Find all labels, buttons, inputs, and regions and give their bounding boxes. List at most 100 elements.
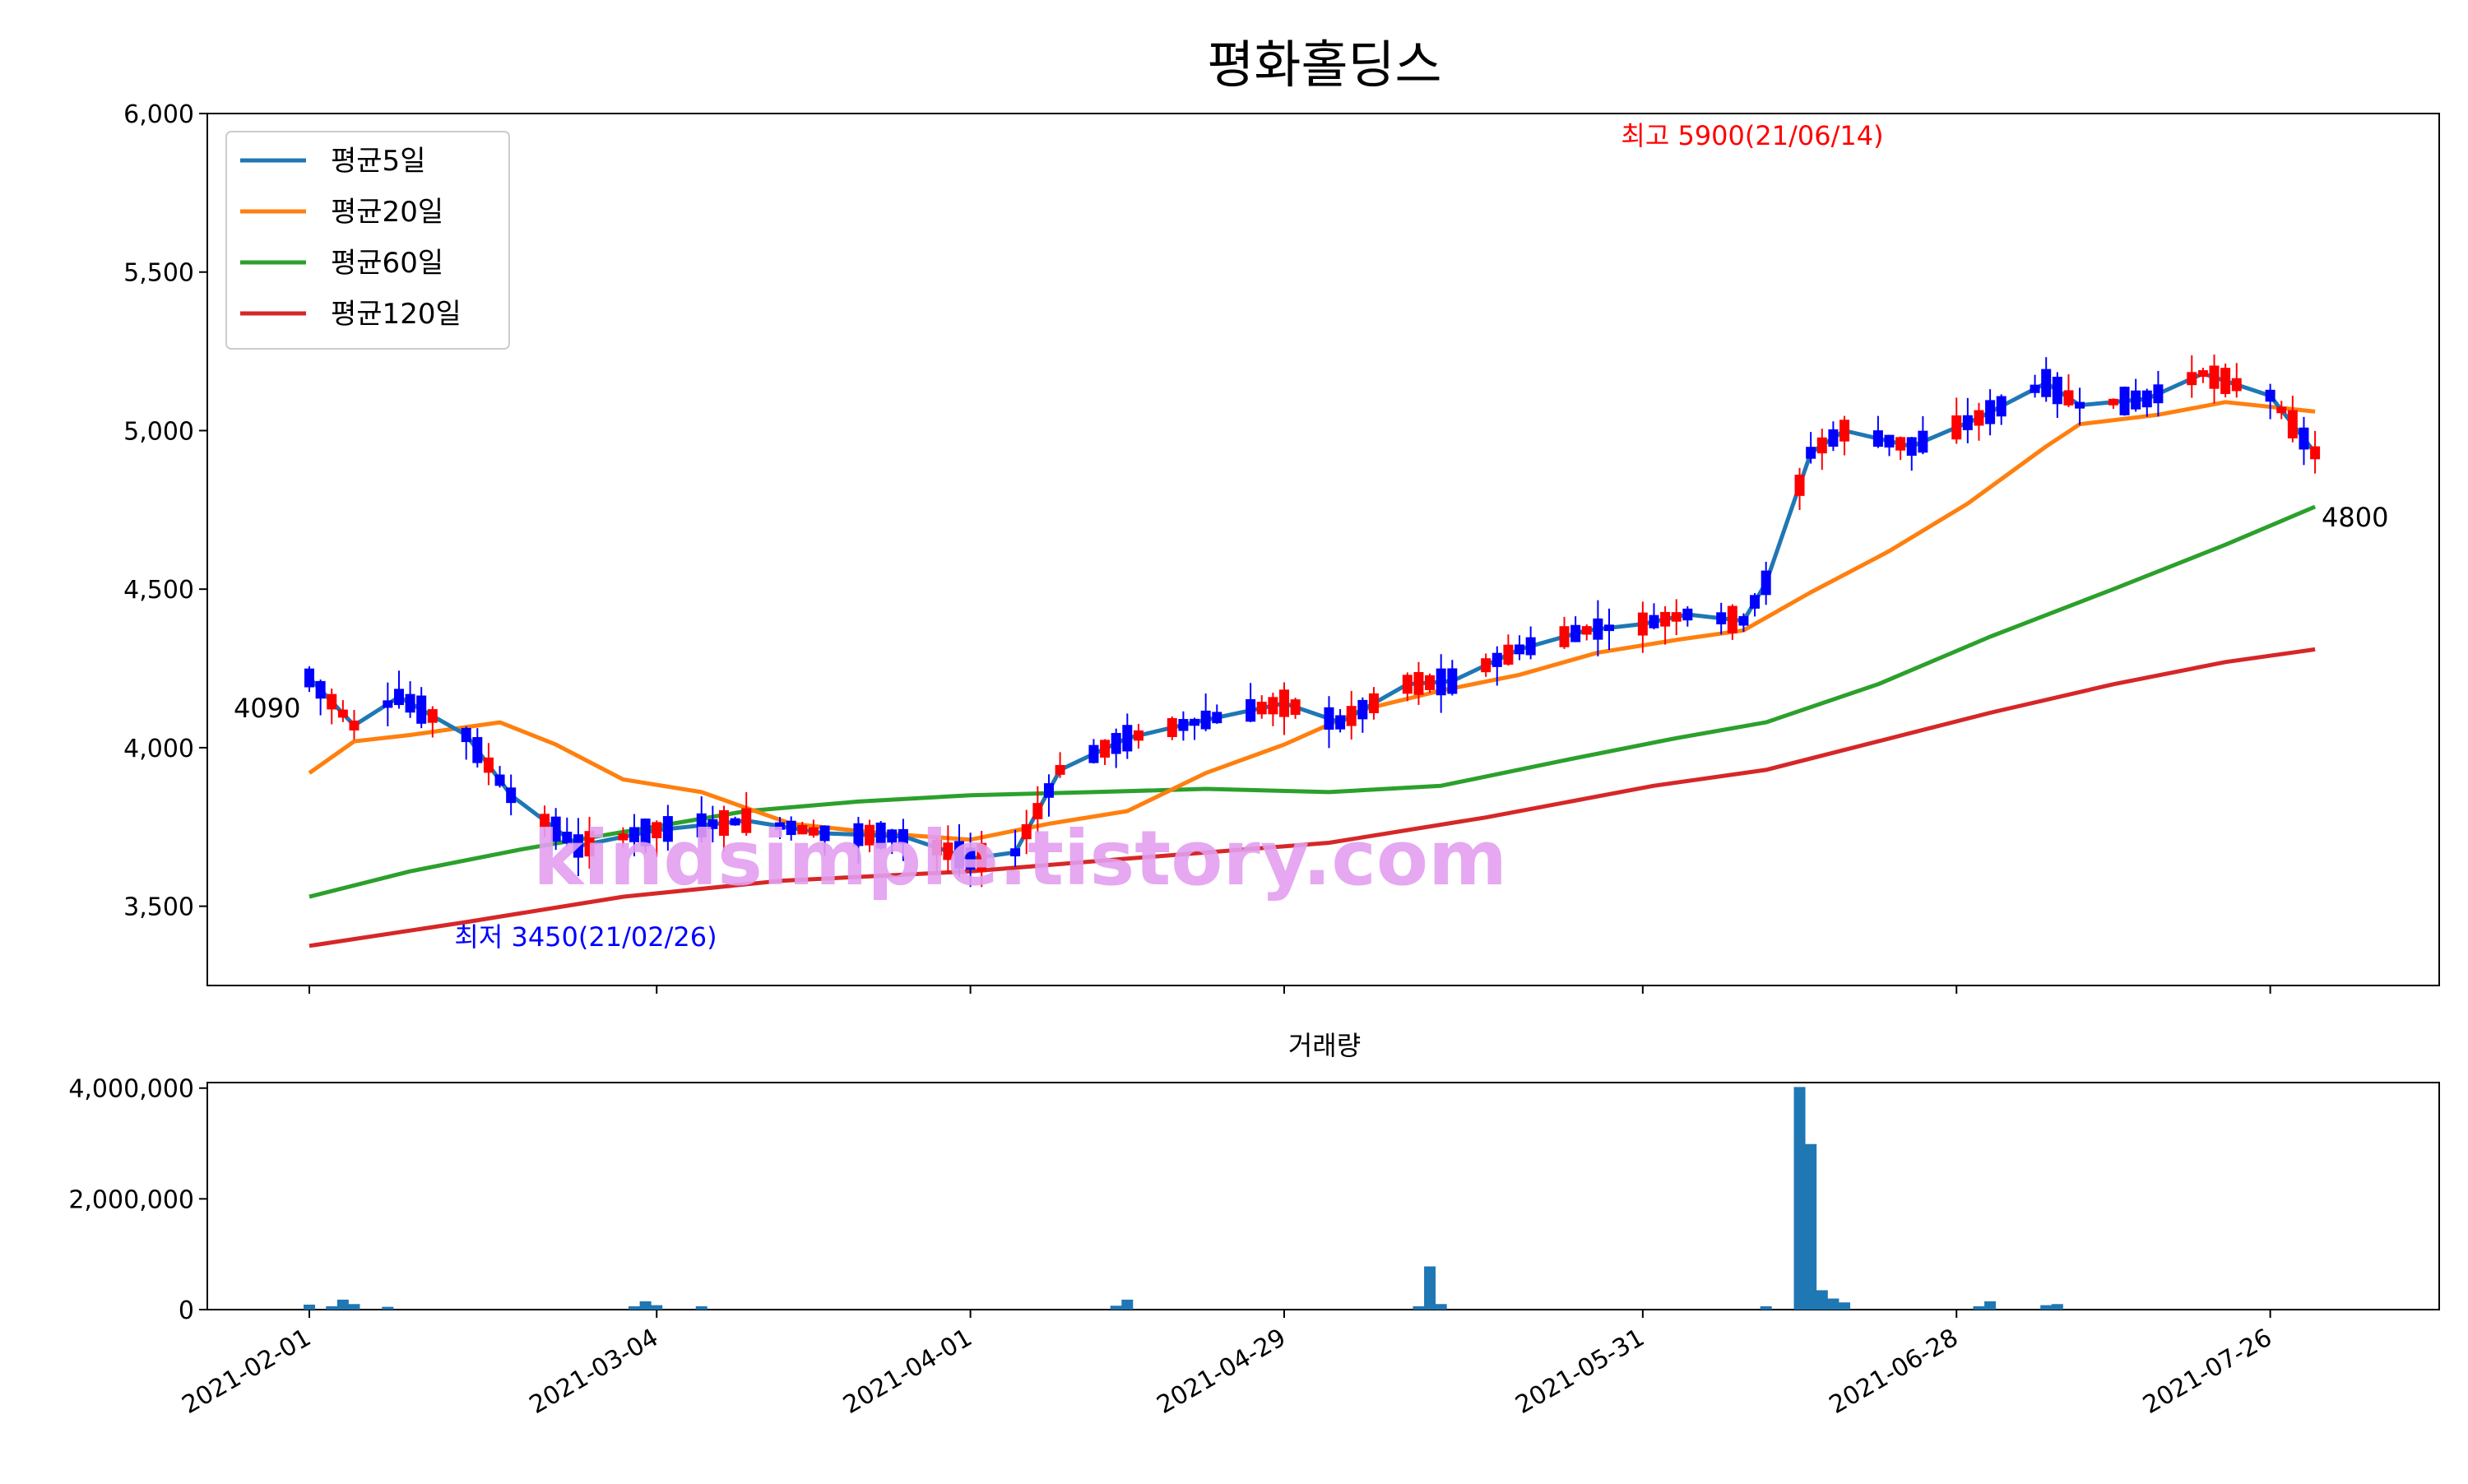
candle-body (1895, 437, 1906, 451)
candle-body (1010, 848, 1021, 856)
candle-body (2310, 446, 2321, 460)
y-tick-label: 5,500 (123, 259, 194, 288)
candle-body (1043, 783, 1054, 798)
volume-bar (2040, 1305, 2053, 1310)
candle-body (977, 842, 987, 872)
volume-title: 거래량 (1288, 1030, 1361, 1061)
candle-body (584, 831, 595, 857)
candle-body (696, 813, 707, 837)
candle-body (550, 816, 561, 842)
candle-body (2131, 390, 2141, 410)
volume-bar (1973, 1305, 1985, 1310)
candle-body (1716, 612, 1727, 624)
candle-body (1581, 626, 1592, 635)
candle-body (1246, 698, 1256, 722)
candle-body (1637, 612, 1648, 636)
volume-y-tick-label: 2,000,000 (68, 1185, 194, 1214)
last-close-annotation: 4800 (2322, 502, 2388, 533)
low-annotation: 최저 3450(21/02/26) (454, 921, 717, 953)
main-plot-frame (206, 113, 2440, 986)
series-line-ma20 (308, 400, 2316, 842)
candle-body (2287, 410, 2298, 438)
first-close-annotation: 4090 (234, 693, 300, 724)
candle-body (1727, 605, 1737, 633)
candle-body (1481, 658, 1491, 673)
candle-body (1279, 689, 1289, 717)
candle-body (1324, 707, 1334, 730)
candle-body (1828, 429, 1839, 448)
candle-body (427, 709, 438, 723)
volume-y-tick-label: 0 (179, 1296, 194, 1325)
candle-body (954, 841, 964, 870)
candle-body (741, 808, 752, 833)
candle-body (797, 824, 808, 835)
candle-body (1906, 437, 1917, 456)
candle-body (1525, 637, 1536, 656)
chart-title: 평화홀딩스 (1207, 35, 1441, 95)
candle-body (1290, 699, 1301, 715)
y-tick-label: 5,000 (123, 417, 194, 446)
candle-body (618, 833, 629, 841)
x-tick-label: 2021-02-01 (178, 1324, 316, 1420)
candle-body (1413, 671, 1424, 695)
candle-body (393, 689, 404, 706)
candle-body (865, 824, 875, 846)
candle-body (2276, 406, 2287, 414)
candle-body (540, 814, 550, 828)
candle-body (1503, 644, 1514, 665)
candle-body (2141, 390, 2152, 408)
candle-body (472, 737, 483, 763)
candle-body (1806, 447, 1816, 459)
candle-body (483, 757, 494, 773)
y-tick-label: 6,000 (123, 100, 194, 129)
candle-body (1212, 712, 1222, 724)
volume-bar (1839, 1302, 1851, 1310)
candle-body (1100, 740, 1111, 758)
candle-body (898, 828, 908, 844)
x-tick-label: 2021-05-31 (1510, 1324, 1649, 1420)
candle-body (1055, 764, 1065, 775)
volume-plot-frame (206, 1082, 2440, 1310)
candle-body (1884, 434, 1895, 448)
legend-label-ma120: 평균120일 (331, 298, 462, 331)
candle-body (1425, 675, 1436, 690)
candle-body (2075, 401, 2085, 409)
legend-label-ma5: 평균5일 (331, 145, 425, 178)
candle-body (1335, 715, 1346, 730)
series-line-ma120 (308, 647, 2316, 948)
x-tick-label: 2021-06-28 (1825, 1324, 1963, 1420)
x-tick-label: 2021-07-26 (2138, 1324, 2276, 1420)
candle-body (1368, 693, 1379, 714)
candle-body (965, 847, 976, 870)
candle-body (1190, 718, 1200, 726)
candle-body (1839, 420, 1850, 442)
high-annotation: 최고 5900(21/06/14) (1621, 120, 1883, 151)
candle-body (2231, 378, 2242, 392)
candle-body (1794, 475, 1805, 496)
candle-body (327, 693, 337, 710)
candle-body (1872, 430, 1883, 448)
candle-body (562, 832, 573, 844)
candle-body (730, 818, 740, 826)
volume-bar (1984, 1301, 1997, 1310)
candle-body (1962, 415, 1973, 430)
candle-body (315, 680, 326, 699)
volume-bar (651, 1305, 663, 1310)
candle-body (2265, 389, 2275, 402)
candle-body (1660, 611, 1671, 627)
candle-body (1268, 697, 1278, 715)
candle-body (1402, 675, 1413, 694)
candle-body (2197, 370, 2208, 378)
candle-body (1256, 702, 1267, 715)
candle-body (943, 842, 953, 860)
candle-body (640, 819, 651, 846)
candle-body (1985, 400, 1996, 424)
volume-bar (1793, 1087, 1806, 1310)
volume-bar (1816, 1290, 1828, 1310)
candle-body (662, 816, 673, 842)
candle-body (337, 709, 348, 718)
volume-bar (629, 1305, 640, 1310)
candle-body (506, 787, 517, 804)
candle-body (461, 727, 471, 743)
series-line-ma5 (308, 371, 2317, 861)
